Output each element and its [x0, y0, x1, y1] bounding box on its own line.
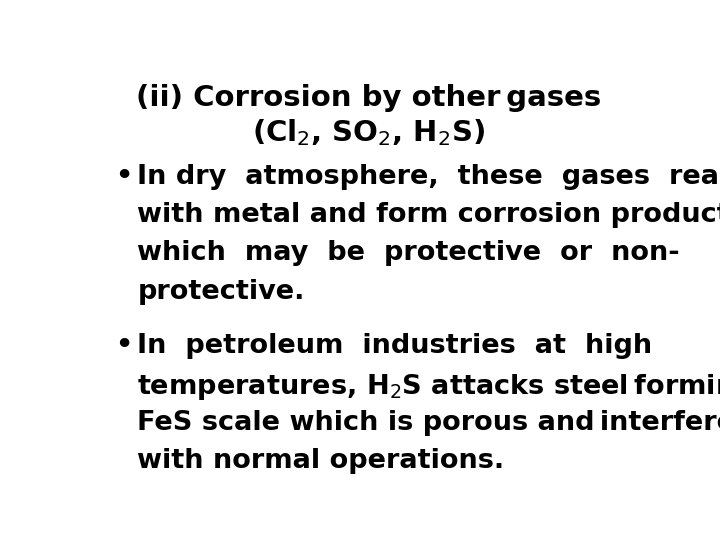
Text: temperatures, H$_2$S attacks steel forming: temperatures, H$_2$S attacks steel formi… — [138, 372, 720, 402]
Text: (Cl$_2$, SO$_2$, H$_2$S): (Cl$_2$, SO$_2$, H$_2$S) — [253, 117, 485, 147]
Text: •: • — [115, 333, 132, 360]
Text: In  petroleum  industries  at  high: In petroleum industries at high — [138, 333, 652, 360]
Text: which  may  be  protective  or  non-: which may be protective or non- — [138, 240, 680, 266]
Text: FeS scale which is porous and interferes: FeS scale which is porous and interferes — [138, 410, 720, 436]
Text: In dry  atmosphere,  these  gases  react: In dry atmosphere, these gases react — [138, 164, 720, 190]
Text: with normal operations.: with normal operations. — [138, 448, 505, 474]
Text: with metal and form corrosion products: with metal and form corrosion products — [138, 202, 720, 228]
Text: protective.: protective. — [138, 279, 305, 305]
Text: (ii) Corrosion by other gases: (ii) Corrosion by other gases — [136, 84, 602, 112]
Text: •: • — [115, 164, 132, 190]
